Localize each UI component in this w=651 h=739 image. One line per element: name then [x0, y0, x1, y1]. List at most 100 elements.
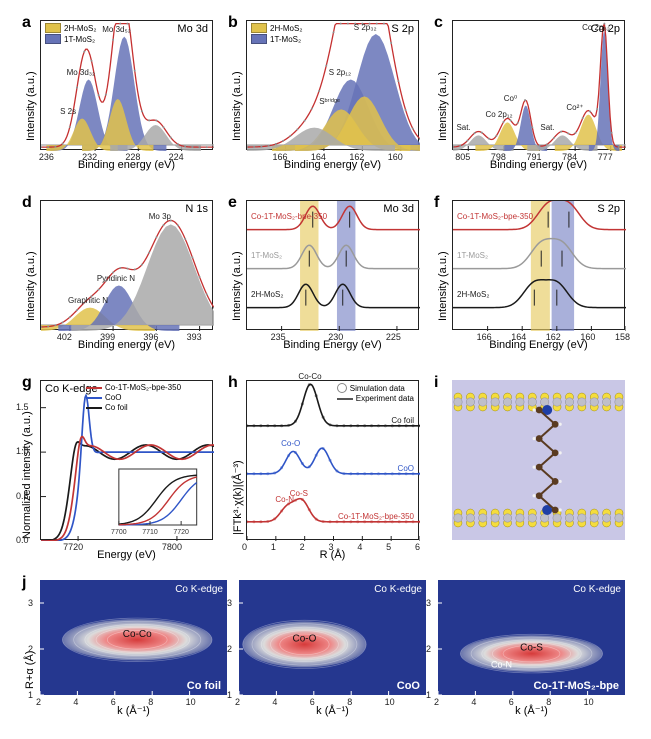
tick-label: 166: [477, 332, 492, 342]
tick-label: 3: [329, 542, 334, 552]
panel-label: h: [228, 374, 238, 392]
panel-label: i: [434, 374, 438, 392]
tick-label: 777: [598, 152, 613, 162]
tick-label: 0.0: [16, 535, 29, 545]
peak-annotation: Mo 3p: [149, 212, 171, 221]
peak-annotation: Sᵇʳⁱᵈᵍᵉ: [319, 97, 340, 106]
tick-label: 8: [148, 697, 153, 707]
tick-label: 402: [57, 332, 72, 342]
tick-label: 3: [28, 598, 33, 608]
chart-panel: Co-1T-MoS₂-bpe-3501T-MoS₂2H-MoS₂Binding …: [452, 200, 625, 330]
tick-label: 399: [100, 332, 115, 342]
panel-subtitle: S 2p: [391, 23, 414, 35]
panel-label: b: [228, 14, 238, 32]
x-axis-title: k (Å⁻¹): [438, 704, 625, 717]
peak-annotation: Co-O: [281, 439, 300, 448]
panel-label: d: [22, 194, 32, 212]
panel-subtitle: Mo 3d: [383, 203, 414, 215]
tick-label: 3: [426, 598, 431, 608]
tick-label: 6: [415, 542, 420, 552]
tick-label: 10: [186, 697, 196, 707]
svg-text:Co K-edge: Co K-edge: [175, 584, 223, 595]
tick-label: 4: [357, 542, 362, 552]
panel-subtitle: Mo 3d: [177, 23, 208, 35]
tick-label: 8: [546, 697, 551, 707]
tick-label: 236: [39, 152, 54, 162]
svg-text:Co foil: Co foil: [187, 680, 221, 692]
tick-label: 164: [311, 152, 326, 162]
y-axis-title: Intensity (a.u.): [437, 251, 449, 321]
peak-annotation: Sat.: [456, 123, 470, 132]
tick-label: 393: [187, 332, 202, 342]
y-axis-title: R+α (Å): [24, 651, 36, 689]
panel-label: j: [22, 574, 26, 592]
svg-text:Co-1T-MoS₂-bpe: Co-1T-MoS₂-bpe: [533, 680, 619, 692]
peak-annotation: Co²⁺: [566, 103, 583, 112]
trace-label: 1T-MoS₂: [251, 251, 282, 260]
tick-label: 166: [272, 152, 287, 162]
peak-annotation: Mo 3d₅₂: [102, 25, 131, 34]
chart-panel: Binding energy (eV)Intensity (a.u.)S 2p2…: [246, 20, 419, 150]
peak-annotation: S 2p₁₂: [329, 68, 351, 77]
tick-label: 228: [125, 152, 140, 162]
tick-label: 1: [28, 690, 33, 700]
tick-label: 798: [491, 152, 506, 162]
peak-annotation: Co-S: [290, 489, 308, 498]
svg-text:7700: 7700: [111, 529, 127, 536]
tick-label: 10: [385, 697, 395, 707]
chart-panel: Co-CoCo foilCo-OCoOCo-NCo-SCo-1T-MoS₂-bp…: [246, 380, 419, 540]
tick-label: 6: [509, 697, 514, 707]
tick-label: 7800: [162, 542, 182, 552]
legend: 2H-MoS₂1T-MoS₂: [251, 23, 302, 45]
tick-label: 1: [271, 542, 276, 552]
y-axis-title: Intensity (a.u.): [25, 251, 37, 321]
chart-panel: Co K-edgeCo-CoCo foilk (Å⁻¹)R+α (Å): [40, 580, 227, 695]
svg-text:Co-N: Co-N: [491, 660, 512, 670]
chart-panel: Co K-edgeCo-SCo-NCo-1T-MoS₂-bpek (Å⁻¹): [438, 580, 625, 695]
tick-label: 10: [584, 697, 594, 707]
tick-label: 224: [169, 152, 184, 162]
tick-label: 2: [28, 644, 33, 654]
panel-subtitle: N 1s: [185, 203, 208, 215]
tick-label: 0.5: [16, 491, 29, 501]
tick-label: 6: [111, 697, 116, 707]
y-axis-title: Intensity (a.u.): [437, 71, 449, 141]
tick-label: 8: [347, 697, 352, 707]
trace-label: CoO: [398, 464, 414, 473]
svg-text:Co K-edge: Co K-edge: [573, 584, 621, 595]
chart-panel: Co K-edgeCo-OCoOk (Å⁻¹): [239, 580, 426, 695]
legend: Co-1T-MoS₂-bpe-350CoOCo foil: [86, 383, 181, 413]
peak-annotation: Co-Co: [298, 372, 321, 381]
legend: 2H-MoS₂1T-MoS₂: [45, 23, 96, 45]
y-axis-title: Normalized intensity (a.u.): [21, 411, 33, 539]
tick-label: 225: [386, 332, 401, 342]
tick-label: 4: [73, 697, 78, 707]
peak-annotation: Pyridinic N: [97, 274, 135, 283]
panel-label: f: [434, 194, 439, 212]
tick-label: 1.0: [16, 446, 29, 456]
tick-label: 230: [328, 332, 343, 342]
tick-label: 2: [235, 697, 240, 707]
chart-panel: 770077107720Co K-edgeCo-1T-MoS₂-bpe-350C…: [40, 380, 213, 540]
chart-panel: Co-1T-MoS₂-bpe-3501T-MoS₂2H-MoS₂Binding …: [246, 200, 419, 330]
tick-label: 805: [455, 152, 470, 162]
trace-label: Co-1T-MoS₂-bpe-350: [338, 512, 414, 521]
tick-label: 2: [426, 644, 431, 654]
y-axis-title: Intensity (a.u.): [231, 251, 243, 321]
svg-text:7720: 7720: [173, 529, 189, 536]
trace-label: Co-1T-MoS₂-bpe-350: [457, 212, 533, 221]
svg-text:Co K-edge: Co K-edge: [374, 584, 422, 595]
peak-annotation: Graphitic N: [68, 296, 108, 305]
trace-label: 2H-MoS₂: [251, 290, 283, 299]
chart-panel: Binding energy (eV)Intensity (a.u.)N 1sG…: [40, 200, 213, 330]
peak-annotation: Co 2p₁₂: [485, 110, 512, 119]
peak-annotation: Co⁰: [504, 94, 517, 103]
panel-label: g: [22, 374, 32, 392]
tick-label: 1.5: [16, 402, 29, 412]
legend: Simulation dataExperiment data: [337, 383, 414, 404]
tick-label: 160: [580, 332, 595, 342]
peak-annotation: S 2p₃₂: [354, 23, 377, 32]
panel-label: c: [434, 14, 443, 32]
tick-label: 232: [82, 152, 97, 162]
y-axis-title: Intensity (a.u.): [25, 71, 37, 141]
